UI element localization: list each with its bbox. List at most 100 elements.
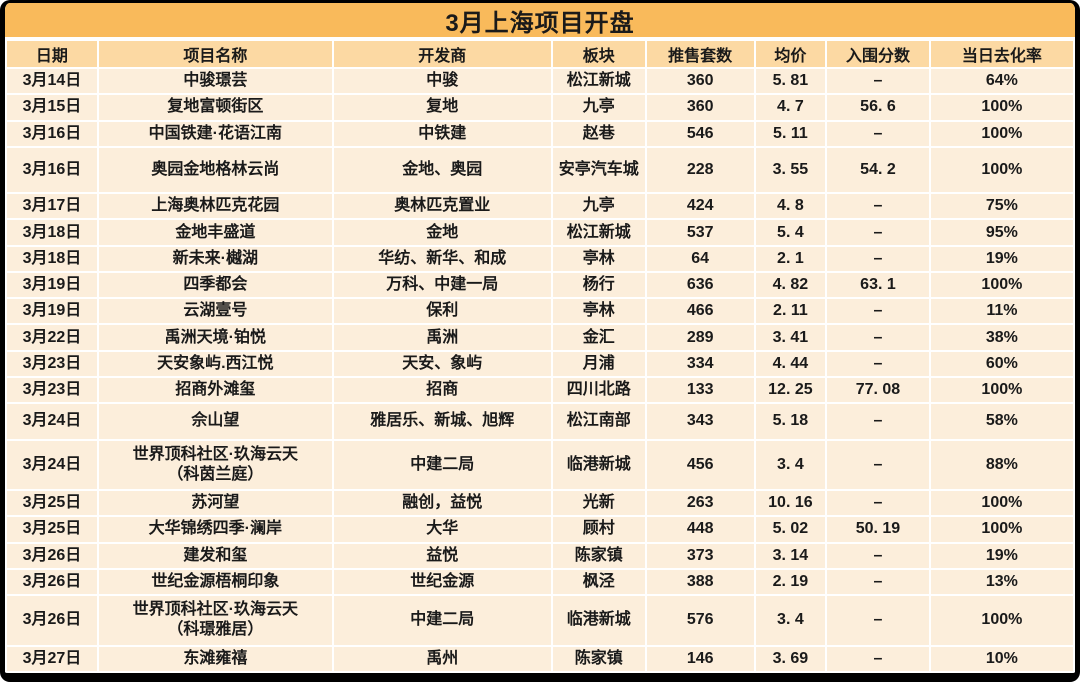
cell-project: 招商外滩玺 [96,375,334,405]
table-row: 3月24日 世界顶科社区·玖海云天 （科茵兰庭） 中建二局 临港新城 456 3. 4–8… [5,438,1075,492]
cell-units: 456 [644,438,756,492]
cell-avg-price: 5. 11 [753,119,828,148]
cell-project: 复地富顿街区 [96,93,334,122]
cell-date: 3月24日 [5,438,99,492]
cell-developer: 中建二局 [331,594,553,647]
cell-district: 安亭汽车城 [550,145,647,195]
cell-absorption-rate: 100% [928,594,1075,647]
cell-units: 360 [644,66,756,96]
cell-qualify-score: 77. 08 [825,375,931,405]
cell-units: 146 [644,644,756,673]
table-title: 3月上海项目开盘 [5,3,1075,39]
cell-date: 3月24日 [5,402,99,441]
cell-units: 343 [644,402,756,441]
cell-developer: 禹洲 [331,323,553,352]
cell-avg-price: 4. 7 [753,93,828,122]
cell-avg-price: 4. 44 [753,349,828,378]
cell-avg-price: 3. 4 [753,594,828,647]
cell-date: 3月25日 [5,515,99,544]
cell-district: 光新 [550,489,647,518]
cell-developer: 大华 [331,515,553,544]
cell-absorption-rate: 10% [928,644,1075,673]
cell-project: 禹洲天境·铂悦 [96,323,334,352]
header-cell-district: 板块 [550,39,647,69]
cell-district: 亭林 [550,244,647,273]
cell-district: 临港新城 [550,438,647,492]
cell-absorption-rate: 100% [928,375,1075,405]
table-row: 3月14日 中骏璟芸 中骏 松江新城 360 5. 81–64% [5,66,1075,96]
table-row: 3月18日 金地丰盛道 金地 松江新城 537 5. 4–95% [5,218,1075,247]
cell-project: 苏河望 [96,489,334,518]
cell-qualify-score: 63. 1 [825,270,931,300]
header-cell-project: 项目名称 [96,39,334,69]
cell-project: 中国铁建·花语江南 [96,119,334,148]
cell-project: 上海奥林匹克花园 [96,192,334,221]
cell-units: 228 [644,145,756,195]
cell-qualify-score: – [825,297,931,326]
cell-project: 新未来·樾湖 [96,244,334,273]
cell-avg-price: 4. 8 [753,192,828,221]
cell-developer: 世纪金源 [331,567,553,597]
header-cell-date: 日期 [5,39,99,69]
table-row: 3月23日 招商外滩玺 招商 四川北路 133 12. 25 77. 08 100% [5,375,1075,405]
table-row: 3月18日 新未来·樾湖 华纺、新华、和成 亭林 64 2. 1–19% [5,244,1075,273]
cell-developer: 天安、象屿 [331,349,553,378]
cell-district: 临港新城 [550,594,647,647]
cell-date: 3月16日 [5,145,99,195]
cell-avg-price: 2. 1 [753,244,828,273]
cell-project: 佘山望 [96,402,334,441]
cell-avg-price: 4. 82 [753,270,828,300]
cell-project: 大华锦绣四季·澜岸 [96,515,334,544]
table-row: 3月27日 东滩雍禧 禹州 陈家镇 146 3. 69–10% [5,644,1075,673]
cell-date: 3月26日 [5,541,99,570]
cell-avg-price: 5. 02 [753,515,828,544]
cell-date: 3月23日 [5,349,99,378]
cell-district: 松江新城 [550,66,647,96]
cell-qualify-score: – [825,244,931,273]
cell-avg-price: 3. 14 [753,541,828,570]
cell-absorption-rate: 88% [928,438,1075,492]
cell-project: 世界顶科社区·玖海云天 （科璟雅居） [96,594,334,647]
cell-developer: 保利 [331,297,553,326]
cell-project: 世界顶科社区·玖海云天 （科茵兰庭） [96,438,334,492]
cell-absorption-rate: 100% [928,145,1075,195]
cell-project: 世纪金源梧桐印象 [96,567,334,597]
cell-units: 334 [644,349,756,378]
cell-absorption-rate: 100% [928,93,1075,122]
table-row: 3月17日 上海奥林匹克花园 奥林匹克置业 九亭 424 4. 8–75% [5,192,1075,221]
cell-qualify-score: – [825,594,931,647]
cell-absorption-rate: 60% [928,349,1075,378]
cell-project: 东滩雍禧 [96,644,334,673]
cell-date: 3月17日 [5,192,99,221]
cell-avg-price: 3. 55 [753,145,828,195]
cell-qualify-score: – [825,489,931,518]
cell-date: 3月27日 [5,644,99,673]
header-cell-absorption-rate: 当日去化率 [928,39,1075,69]
cell-developer: 金地 [331,218,553,247]
cell-qualify-score: 54. 2 [825,145,931,195]
cell-units: 448 [644,515,756,544]
cell-date: 3月18日 [5,218,99,247]
cell-units: 373 [644,541,756,570]
cell-avg-price: 3. 41 [753,323,828,352]
cell-district: 亭林 [550,297,647,326]
cell-absorption-rate: 95% [928,218,1075,247]
cell-district: 枫泾 [550,567,647,597]
cell-developer: 金地、奥园 [331,145,553,195]
cell-date: 3月26日 [5,594,99,647]
cell-date: 3月18日 [5,244,99,273]
cell-units: 424 [644,192,756,221]
cell-avg-price: 5. 18 [753,402,828,441]
cell-absorption-rate: 100% [928,515,1075,544]
cell-developer: 雅居乐、新城、旭辉 [331,402,553,441]
cell-units: 388 [644,567,756,597]
cell-district: 月浦 [550,349,647,378]
cell-date: 3月19日 [5,297,99,326]
table-row: 3月23日 天安象屿.西江悦 天安、象屿 月浦 334 4. 44–60% [5,349,1075,378]
table-row: 3月26日 建发和玺 益悦 陈家镇 373 3. 14–19% [5,541,1075,570]
cell-qualify-score: – [825,66,931,96]
table-row: 3月15日 复地富顿街区 复地 九亭 360 4. 7 56. 6 100% [5,93,1075,122]
cell-absorption-rate: 100% [928,270,1075,300]
cell-absorption-rate: 100% [928,119,1075,148]
